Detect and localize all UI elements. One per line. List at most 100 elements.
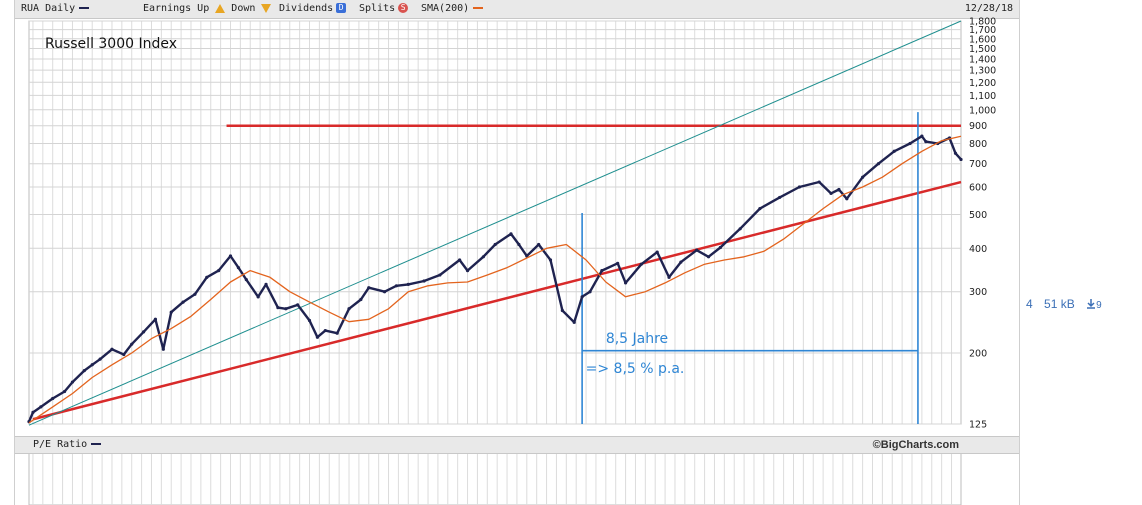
legend-earnings-label: Earnings Up (143, 3, 210, 14)
splits-icon: S (398, 3, 409, 13)
price-point (517, 242, 521, 247)
pe-ratio-text: P/E Ratio (33, 439, 88, 450)
price-point (706, 255, 711, 259)
price-point (347, 307, 351, 311)
rate-label: => 8,5 % p.a. (586, 361, 685, 377)
trendline-long-channel (28, 20, 962, 426)
price-point (296, 303, 300, 307)
price-point (580, 295, 584, 299)
y-tick-label: 700 (969, 159, 987, 170)
price-point (394, 284, 399, 288)
price-point (718, 245, 722, 250)
legend-sma: SMA(200) (421, 3, 484, 14)
price-point (110, 347, 114, 351)
sma-swatch (473, 7, 484, 9)
pe-ratio-bar: P/E Ratio ©BigCharts.com (15, 436, 1019, 454)
y-tick-label: 1,200 (969, 78, 996, 89)
legend-dividends-label: Dividends (279, 3, 334, 14)
attachment-meta: 4 51 kB 9 (1026, 297, 1118, 311)
price-point (323, 328, 327, 333)
price-point (953, 151, 958, 155)
price-point (264, 282, 268, 286)
price-point (335, 331, 339, 335)
price-point (861, 175, 865, 179)
price-point (837, 187, 841, 192)
price-point (161, 347, 165, 351)
chart-grid (28, 20, 962, 505)
credit-text: ©BigCharts.com (872, 439, 959, 451)
pe-ratio-label: P/E Ratio (33, 439, 102, 450)
price-point (537, 242, 541, 247)
price-point (236, 265, 240, 270)
price-point (920, 134, 924, 138)
y-tick-label: 300 (969, 287, 987, 298)
y-tick-label: 900 (969, 121, 987, 132)
price-point (829, 191, 833, 196)
y-tick-label: 1,600 (969, 34, 996, 45)
price-point (876, 162, 881, 166)
price-point (924, 140, 928, 144)
price-point (367, 286, 371, 290)
sma-series-line (28, 135, 962, 424)
price-point (525, 254, 529, 258)
period-label: 8,5 Jahre (606, 331, 668, 347)
price-point (438, 273, 442, 277)
price-point (51, 396, 55, 401)
price-point (908, 141, 912, 146)
y-tick-label: 1,400 (969, 54, 996, 65)
price-point (616, 261, 620, 265)
price-point (31, 410, 35, 414)
chart-lines (27, 20, 963, 426)
price-point (307, 318, 312, 323)
pe-swatch (91, 443, 102, 445)
earnings-down-icon (261, 3, 272, 13)
price-point (39, 405, 43, 409)
y-tick-label: 1,000 (969, 105, 996, 116)
y-tick-label: 1,700 (969, 25, 996, 36)
legend-down-label: Down (231, 3, 256, 14)
price-point (588, 290, 592, 294)
price-point (548, 258, 553, 262)
price-point (797, 185, 802, 189)
y-tick-label: 200 (969, 348, 987, 359)
price-swatch (79, 7, 90, 9)
price-point (141, 330, 146, 334)
price-point (817, 180, 821, 184)
price-point (493, 242, 497, 247)
price-point (153, 317, 158, 321)
price-point (758, 207, 762, 211)
price-point (778, 195, 782, 200)
price-point (481, 255, 485, 259)
y-tick-label: 800 (969, 139, 987, 150)
price-point (959, 157, 963, 162)
price-point (181, 300, 185, 304)
price-point (315, 335, 320, 339)
price-point (560, 308, 564, 313)
price-point (98, 357, 102, 361)
price-point (600, 269, 604, 273)
price-point (62, 389, 67, 394)
dividends-icon: D (336, 3, 347, 13)
price-point (667, 275, 671, 279)
price-point (639, 262, 643, 266)
y-tick-label: 600 (969, 182, 987, 193)
price-point (276, 306, 280, 310)
price-point (679, 260, 683, 264)
price-point (193, 292, 197, 296)
download-link[interactable]: 9 (1086, 297, 1110, 311)
price-point (422, 279, 426, 283)
price-point (82, 368, 86, 373)
earnings-up-icon (215, 3, 226, 13)
price-point (284, 307, 288, 311)
price-point (465, 269, 470, 273)
legend-earnings: Earnings Up Down (143, 3, 272, 14)
price-point (572, 320, 576, 324)
legend-symbol: RUA Daily (21, 3, 90, 14)
price-point (122, 352, 126, 357)
download-count: 9 (1096, 300, 1102, 311)
price-point (695, 248, 699, 252)
legend-splits: Splits S (359, 3, 409, 14)
y-tick-label: 500 (969, 210, 987, 221)
